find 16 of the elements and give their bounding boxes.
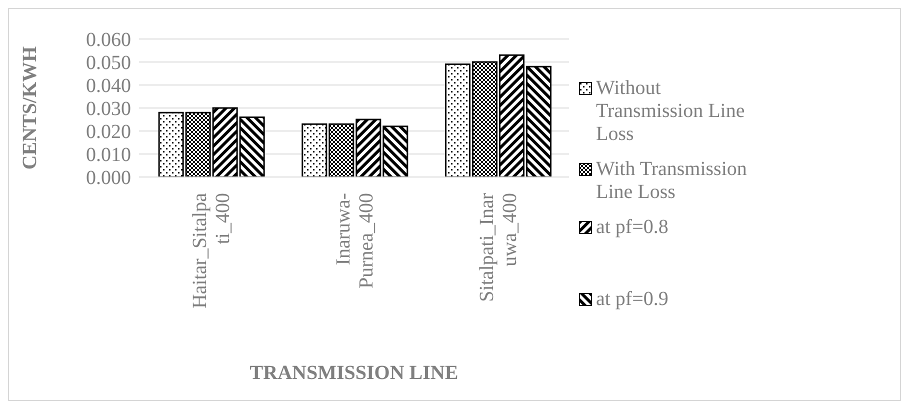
legend-label: at pf=0.8	[596, 216, 668, 239]
y-tick-label: 0.040	[86, 75, 131, 98]
y-tick-label: 0.010	[86, 144, 131, 166]
x-axis-title: TRANSMISSION LINE	[250, 362, 458, 384]
y-tick-label: 0.000	[86, 167, 131, 190]
x-tick-label: Inaruwa-Purnea_400	[332, 193, 378, 289]
legend-label: Without Transmission Line Loss	[596, 77, 746, 146]
y-tick-label: 0.020	[86, 121, 131, 144]
x-tick-label: Haitar_Sitalpati_400	[189, 192, 234, 309]
legend-label: at pf=0.9	[596, 288, 668, 311]
y-axis-title: CENTS/KWH	[19, 46, 42, 170]
y-tick-label: 0.050	[86, 52, 131, 74]
legend-label: With Transmission Line Loss	[596, 158, 748, 204]
y-tick-label: 0.030	[86, 98, 131, 120]
y-tick-label: 0.060	[86, 29, 131, 52]
x-tick-label: Sitalpati_Inaruwa_400	[476, 192, 521, 302]
